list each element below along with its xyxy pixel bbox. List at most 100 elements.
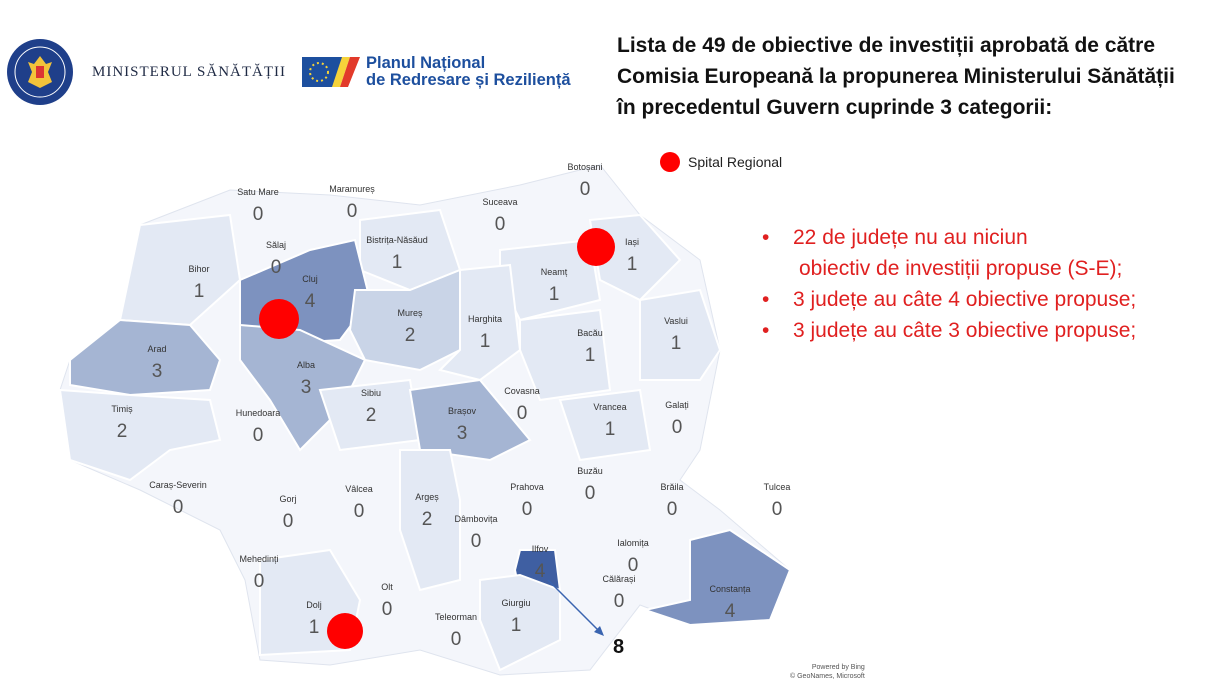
- county-value-gorj: 0: [283, 511, 294, 532]
- county-value-olt: 0: [382, 599, 393, 620]
- county-label-vrancea: Vrancea: [593, 402, 626, 412]
- county-value-arad: 3: [152, 361, 163, 382]
- county-labels: Satu Mare 0 Maramureș 0 Botoșani 0 Suceava 0 Săl…: [111, 162, 790, 650]
- county-value-ialomita: 0: [628, 555, 639, 576]
- county-shape-giurgiu: [479, 573, 561, 672]
- county-value-suceava: 0: [495, 214, 506, 235]
- romania-county-map: Satu Mare 0 Maramureș 0 Botoșani 0 Suceava 0 Săl…: [58, 162, 792, 676]
- county-value-ilfov: 4: [535, 561, 546, 582]
- legend-dot-icon: [660, 152, 680, 172]
- pnrr-logo-icon: [302, 57, 361, 87]
- county-label-tulcea: Tulcea: [764, 482, 791, 492]
- county-shape-arges: [399, 449, 461, 592]
- legend-label: Spital Regional: [688, 154, 783, 170]
- pnrr-line-2: de Redresare și Reziliență: [366, 71, 571, 89]
- credit-line-2: © GeoNames, Microsoft: [790, 673, 865, 680]
- bullet-item-2: • 3 județe au câte 4 obiective propuse;: [762, 284, 1222, 315]
- county-label-satu-mare: Satu Mare: [237, 187, 279, 197]
- county-value-salaj: 0: [271, 257, 282, 278]
- county-value-cluj: 4: [305, 291, 316, 312]
- county-label-mehedinti: Mehedinți: [239, 554, 278, 564]
- county-value-neamt: 1: [549, 284, 560, 305]
- bullet-icon: •: [762, 226, 770, 249]
- county-value-constanta: 4: [725, 601, 736, 622]
- bullet-1-line-1: 22 de județe nu au niciun: [793, 226, 1028, 249]
- credit-line-1: Powered by Bing: [811, 664, 865, 671]
- bullet-3-text: 3 județe au câte 3 obiective propuse;: [793, 319, 1137, 342]
- title-line-2: Comisia Europeană la propunerea Minister…: [617, 65, 1175, 88]
- county-value-satu-mare: 0: [253, 204, 264, 225]
- title-line-1: Lista de 49 de obiective de investiții a…: [617, 34, 1156, 57]
- county-label-giurgiu: Giurgiu: [501, 598, 530, 608]
- county-value-hunedoara: 0: [253, 425, 264, 446]
- county-value-brasov: 3: [457, 423, 468, 444]
- county-shape-timis: [58, 388, 222, 482]
- government-seal-icon: [7, 39, 73, 105]
- county-label-covasna: Covasna: [504, 386, 540, 396]
- ilfov-arrow: [547, 579, 601, 633]
- county-label-valcea: Vâlcea: [345, 484, 373, 494]
- county-value-iasi: 1: [627, 254, 638, 275]
- county-label-vaslui: Vaslui: [664, 316, 688, 326]
- legend: Spital Regional: [660, 152, 782, 172]
- county-label-calarasi: Călărași: [602, 574, 635, 584]
- county-label-dambovita: Dâmbovița: [454, 514, 497, 524]
- county-label-ilfov: Ilfov: [532, 544, 549, 554]
- ministry-name: MINISTERUL SĂNĂTĂȚII: [92, 63, 287, 80]
- county-label-sibiu: Sibiu: [361, 388, 381, 398]
- county-label-harghita: Harghita: [468, 314, 502, 324]
- county-value-timis: 2: [117, 421, 128, 442]
- title-line-3: în precedentul Guvern cuprinde 3 categor…: [617, 96, 1053, 119]
- county-value-botosani: 0: [580, 179, 591, 200]
- county-label-prahova: Prahova: [510, 482, 544, 492]
- county-label-dolj: Dolj: [306, 600, 322, 610]
- county-value-caras-severin: 0: [173, 497, 184, 518]
- county-value-sibiu: 2: [366, 405, 377, 426]
- county-value-harghita: 1: [480, 331, 491, 352]
- county-label-alba: Alba: [297, 360, 315, 370]
- county-shape-mures: [348, 268, 461, 372]
- arrow-head-icon: [594, 626, 604, 636]
- county-label-constanta: Constanța: [709, 584, 750, 594]
- regional-hospital-marker-dolj: [327, 613, 363, 649]
- ilfov-total-value: 8: [613, 636, 625, 658]
- county-shape-constanta: [641, 528, 792, 627]
- county-value-bistrita-nasaud: 1: [392, 252, 403, 273]
- county-value-alba: 3: [301, 377, 312, 398]
- county-value-bacau: 1: [585, 345, 596, 366]
- county-shape-vrancea: [558, 388, 652, 462]
- county-label-bistrita-nasaud: Bistrița-Năsăud: [366, 235, 428, 245]
- county-label-olt: Olt: [381, 582, 393, 592]
- county-label-bacau: Bacău: [577, 328, 603, 338]
- bullet-icon: •: [762, 288, 770, 311]
- county-label-ialomita: Ialomița: [617, 538, 649, 548]
- county-shape-brasov: [408, 378, 532, 462]
- county-label-salaj: Sălaj: [266, 240, 286, 250]
- regional-hospital-marker-cluj: [259, 299, 299, 339]
- county-value-vaslui: 1: [671, 333, 682, 354]
- pnrr-title: Planul Național de Redresare și Rezilien…: [366, 55, 571, 89]
- county-label-botosani: Botoșani: [567, 162, 602, 172]
- county-shape-iasi: [588, 213, 682, 302]
- county-label-arges: Argeș: [415, 492, 439, 502]
- county-label-mures: Mureș: [397, 308, 423, 318]
- county-value-tulcea: 0: [772, 499, 783, 520]
- county-label-braila: Brăila: [660, 482, 683, 492]
- county-value-braila: 0: [667, 499, 678, 520]
- county-label-cluj: Cluj: [302, 274, 318, 284]
- county-label-brasov: Brașov: [448, 406, 477, 416]
- county-value-teleorman: 0: [451, 629, 462, 650]
- county-value-prahova: 0: [522, 499, 533, 520]
- county-value-bihor: 1: [194, 281, 205, 302]
- map-credit: Powered by Bing © GeoNames, Microsoft: [790, 663, 865, 681]
- county-label-hunedoara: Hunedoara: [236, 408, 281, 418]
- bullet-2-text: 3 județe au câte 4 obiective propuse;: [793, 288, 1137, 311]
- county-value-covasna: 0: [517, 403, 528, 424]
- county-label-iasi: Iași: [625, 237, 639, 247]
- county-label-galati: Galați: [665, 400, 689, 410]
- county-label-suceava: Suceava: [482, 197, 517, 207]
- county-label-bihor: Bihor: [188, 264, 209, 274]
- county-label-gorj: Gorj: [279, 494, 296, 504]
- county-label-teleorman: Teleorman: [435, 612, 477, 622]
- county-value-mures: 2: [405, 325, 416, 346]
